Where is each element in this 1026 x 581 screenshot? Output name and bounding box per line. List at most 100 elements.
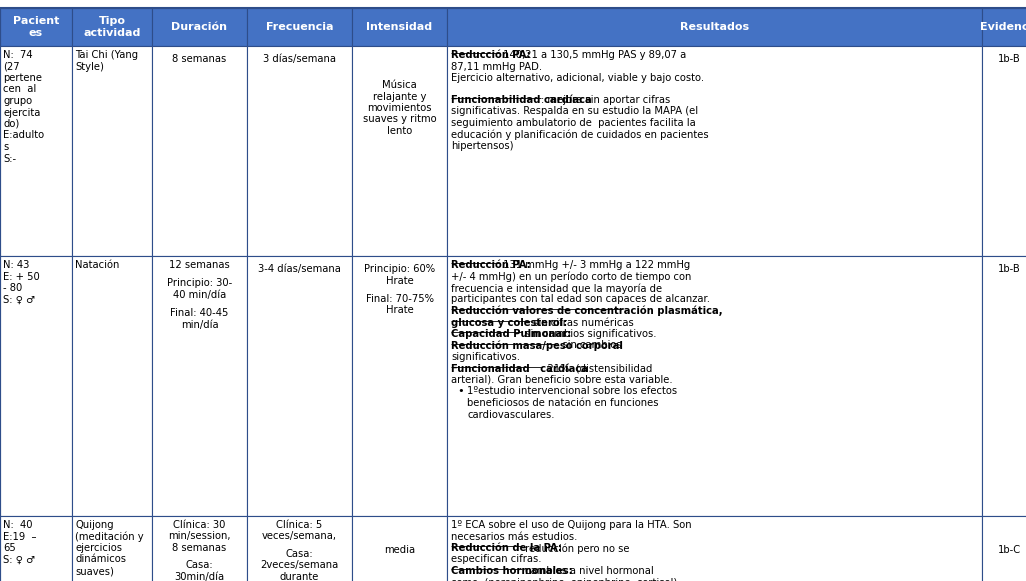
Text: dinámicos: dinámicos — [75, 554, 126, 565]
Bar — [72, 516, 152, 581]
Text: glucosa y colesterol:: glucosa y colesterol: — [451, 317, 567, 328]
Bar — [72, 46, 152, 256]
Text: Style): Style) — [75, 62, 104, 71]
Text: lento: lento — [387, 126, 412, 136]
Text: movimientos: movimientos — [367, 103, 432, 113]
Text: Hrate: Hrate — [386, 306, 413, 315]
Text: seguimiento ambulatorio de  pacientes facilita la: seguimiento ambulatorio de pacientes fac… — [451, 118, 696, 128]
Text: reducción pero no se: reducción pero no se — [522, 543, 630, 554]
Text: 1b-C: 1b-C — [998, 545, 1021, 555]
Text: Reducción PA:: Reducción PA: — [451, 50, 530, 60]
Text: Clínica: 5: Clínica: 5 — [276, 520, 322, 530]
Bar — [352, 46, 447, 256]
Text: (meditación y: (meditación y — [75, 532, 144, 542]
Text: 12 semanas: 12 semanas — [169, 260, 230, 270]
Text: : sin cambios: : sin cambios — [556, 340, 622, 350]
Text: Quijong: Quijong — [75, 520, 114, 530]
Text: Reducción de la PA:: Reducción de la PA: — [451, 543, 562, 553]
Bar — [152, 516, 247, 581]
Text: Reducción PA:: Reducción PA: — [451, 260, 530, 270]
Text: Clínica: 30: Clínica: 30 — [173, 520, 226, 530]
Text: S: ♀ ♂: S: ♀ ♂ — [3, 554, 35, 565]
Text: Reducción masa/peso corporal: Reducción masa/peso corporal — [451, 340, 623, 351]
Text: significativas. Respalda en su estudio la MAPA (el: significativas. Respalda en su estudio l… — [451, 106, 698, 116]
Bar — [0, 46, 72, 256]
Bar — [982, 516, 1026, 581]
Text: durante: durante — [280, 572, 319, 581]
Bar — [447, 256, 982, 516]
Text: 30min/día: 30min/día — [174, 572, 225, 581]
Text: como: (norepinephrine, epinephrine, cortisol).: como: (norepinephrine, epinephrine, cort… — [451, 578, 680, 581]
Text: participantes con tal edad son capaces de alcanzar.: participantes con tal edad son capaces d… — [451, 295, 710, 304]
Text: 1º ECA sobre el uso de Quijong para la HTA. Son: 1º ECA sobre el uso de Quijong para la H… — [451, 520, 692, 530]
Text: Duración: Duración — [171, 22, 228, 32]
Bar — [982, 256, 1026, 516]
Text: pertene: pertene — [3, 73, 42, 83]
Text: suaves): suaves) — [75, 566, 114, 576]
Text: do): do) — [3, 119, 19, 129]
Text: (27: (27 — [3, 62, 19, 71]
Bar — [447, 8, 982, 46]
Text: Capacidad Pulmonar:: Capacidad Pulmonar: — [451, 329, 571, 339]
Text: especifican cifras.: especifican cifras. — [451, 554, 542, 565]
Text: ejercicios: ejercicios — [75, 543, 122, 553]
Text: E:19  –: E:19 – — [3, 532, 37, 541]
Text: 131 mmHg +/- 3 mmHg a 122 mmHg: 131 mmHg +/- 3 mmHg a 122 mmHg — [500, 260, 689, 270]
Text: 2veces/semana: 2veces/semana — [261, 560, 339, 570]
Bar — [0, 516, 72, 581]
Text: 3 días/semana: 3 días/semana — [263, 54, 336, 64]
Text: relajante y: relajante y — [372, 91, 426, 102]
Text: beneficiosos de natación en funciones: beneficiosos de natación en funciones — [467, 398, 659, 408]
Text: : mejora sin aportar cifras: : mejora sin aportar cifras — [541, 95, 670, 105]
Text: suaves y ritmo: suaves y ritmo — [362, 114, 436, 124]
Text: S:-: S:- — [3, 153, 16, 163]
Text: Cambios hormonales:: Cambios hormonales: — [451, 566, 573, 576]
Text: Funcionalidad   cardíaca: Funcionalidad cardíaca — [451, 364, 588, 374]
Text: s: s — [3, 142, 8, 152]
Text: frecuencia e intensidad que la mayoría de: frecuencia e intensidad que la mayoría d… — [451, 283, 662, 293]
Text: Pacient
es: Pacient es — [12, 16, 60, 38]
Bar — [72, 256, 152, 516]
Text: 40 min/día: 40 min/día — [172, 290, 226, 300]
Text: 140,21 a 130,5 mmHg PAS y 89,07 a: 140,21 a 130,5 mmHg PAS y 89,07 a — [500, 50, 686, 60]
Text: 1b-B: 1b-B — [998, 54, 1021, 64]
Text: 3-4 días/semana: 3-4 días/semana — [259, 264, 341, 274]
Text: Tai Chi (Yang: Tai Chi (Yang — [75, 50, 139, 60]
Bar — [447, 516, 982, 581]
Text: - 80: - 80 — [3, 283, 23, 293]
Text: Reducción valores de concentración plasmática,: Reducción valores de concentración plasm… — [451, 306, 722, 317]
Text: media: media — [384, 545, 416, 555]
Text: E:adulto: E:adulto — [3, 131, 44, 141]
Text: Final: 70-75%: Final: 70-75% — [365, 294, 434, 304]
Text: S: ♀ ♂: S: ♀ ♂ — [3, 295, 35, 304]
Text: Tipo
actividad: Tipo actividad — [83, 16, 141, 38]
Text: Intensidad: Intensidad — [366, 22, 433, 32]
Text: grupo: grupo — [3, 96, 32, 106]
Text: min/día: min/día — [181, 320, 219, 330]
Text: 8 semanas: 8 semanas — [172, 543, 227, 553]
Text: E: + 50: E: + 50 — [3, 271, 40, 282]
Text: sin cifras numéricas: sin cifras numéricas — [529, 317, 633, 328]
Bar — [352, 8, 447, 46]
Text: Funcionabilidad cardíaca: Funcionabilidad cardíaca — [451, 95, 592, 105]
Text: arterial). Gran beneficio sobre esta variable.: arterial). Gran beneficio sobre esta var… — [451, 375, 673, 385]
Text: cen  al: cen al — [3, 84, 36, 95]
Text: necesarios más estudios.: necesarios más estudios. — [451, 532, 578, 541]
Text: ejercita: ejercita — [3, 107, 40, 117]
Text: veces/semana,: veces/semana, — [262, 532, 337, 541]
Text: Evidencia: Evidencia — [980, 22, 1026, 32]
Bar — [247, 8, 352, 46]
Bar — [0, 256, 72, 516]
Text: Casa:: Casa: — [186, 560, 213, 570]
Bar — [982, 8, 1026, 46]
Bar — [72, 8, 152, 46]
Bar — [247, 516, 352, 581]
Text: 8 semanas: 8 semanas — [172, 54, 227, 64]
Text: min/session,: min/session, — [168, 532, 231, 541]
Text: Ejercicio alternativo, adicional, viable y bajo costo.: Ejercicio alternativo, adicional, viable… — [451, 73, 704, 83]
Text: cardiovasculares.: cardiovasculares. — [467, 410, 554, 419]
Bar — [152, 256, 247, 516]
Text: sin cambios significativos.: sin cambios significativos. — [522, 329, 657, 339]
Text: N:  40: N: 40 — [3, 520, 33, 530]
Bar — [152, 46, 247, 256]
